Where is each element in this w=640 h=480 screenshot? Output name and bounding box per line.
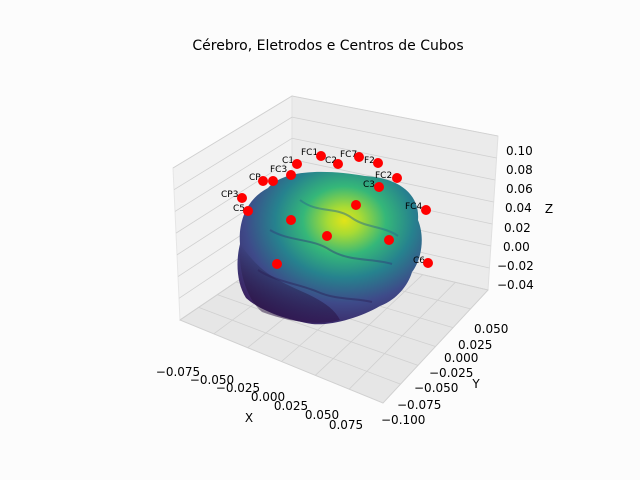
- brain-sulcus: [269, 229, 393, 265]
- cube-center-marker: [272, 259, 282, 269]
- electrode-marker: [292, 159, 302, 169]
- electrode-label: FC1: [301, 148, 318, 158]
- electrode-label: C3: [363, 180, 375, 190]
- brain-surface: [237, 171, 422, 325]
- z-tick-label: −0.04: [497, 278, 534, 292]
- electrode-marker: [243, 206, 253, 216]
- chart-title: Cérebro, Eletrodos e Centros de Cubos: [192, 38, 463, 54]
- y-tick-label: −0.025: [429, 366, 473, 380]
- y-tick-label: −0.100: [381, 413, 425, 427]
- electrode-marker: [374, 182, 384, 192]
- electrode-label: CP3: [221, 190, 238, 200]
- grid-line: [291, 95, 499, 137]
- electrode-marker: [421, 205, 431, 215]
- electrode-marker: [316, 151, 326, 161]
- grid-line: [174, 137, 293, 212]
- z-tick-label: 0.10: [506, 144, 533, 158]
- z-tick-label: 0.04: [505, 201, 532, 215]
- electrode-marker: [392, 173, 402, 183]
- y-tick-label: 0.050: [474, 322, 508, 336]
- electrode-marker: [258, 176, 268, 186]
- grid-line: [291, 137, 496, 181]
- electrode-marker: [268, 176, 278, 186]
- brain-sulcus: [299, 199, 399, 237]
- z-tick-label: 0.08: [506, 163, 533, 177]
- electrode-label: FC3: [270, 165, 287, 175]
- x-axis-label: X: [245, 411, 253, 425]
- grid-line: [175, 159, 293, 234]
- z-axis-label: Z: [545, 202, 553, 216]
- x-tick-labels: −0.075 −0.050 −0.025 0.000 0.025 0.050 0…: [156, 365, 363, 432]
- electrode-label: FC7: [340, 150, 357, 160]
- x-tick-label: −0.075: [156, 365, 200, 379]
- y-axis-label: Y: [471, 377, 480, 391]
- grid-line: [172, 95, 293, 169]
- cube-center-marker: [351, 200, 361, 210]
- x-tick-label: 0.050: [305, 408, 339, 422]
- y-tick-label: 0.025: [458, 338, 492, 352]
- grid-line: [198, 306, 401, 385]
- electrode-label: C5: [233, 204, 245, 214]
- electrode-marker: [423, 258, 433, 268]
- z-tick-label: 0.06: [506, 182, 533, 196]
- cube-center-marker: [322, 231, 332, 241]
- x-tick-label: 0.000: [251, 390, 285, 404]
- electrode-label: C6: [413, 256, 425, 266]
- grid-line: [179, 319, 384, 404]
- z-tick-labels: 0.10 0.08 0.06 0.04 0.02 0.00 −0.02 −0.0…: [497, 144, 534, 292]
- grid-line: [217, 294, 419, 366]
- electrode-label: C2: [325, 156, 337, 166]
- electrode-points: [237, 151, 433, 268]
- electrode-label: FC4: [405, 202, 422, 212]
- brain-sulcus: [257, 269, 373, 303]
- electrode-marker: [354, 152, 364, 162]
- electrode-label: F2: [364, 156, 375, 166]
- y-tick-label: −0.075: [397, 398, 441, 412]
- y-tick-label: 0.000: [444, 351, 478, 365]
- y-tick-label: −0.050: [414, 381, 458, 395]
- electrode-marker: [373, 158, 383, 168]
- brain-shadow: [239, 244, 340, 323]
- x-tick-label: 0.025: [274, 399, 308, 413]
- grid-line: [173, 116, 293, 191]
- electrode-marker: [333, 159, 343, 169]
- cube-center-marker: [384, 235, 394, 245]
- x-tick-label: −0.050: [190, 373, 234, 387]
- electrode-marker: [286, 170, 296, 180]
- y-tick-labels: 0.050 0.025 0.000 −0.025 −0.050 −0.075 −…: [381, 322, 508, 427]
- electrode-labels: C1 FC1 FC7 C2 F2 CP FC3 FC2 C3 CP3 C5 FC…: [221, 148, 425, 266]
- z-tick-label: 0.00: [503, 240, 530, 254]
- electrode-label: FC2: [375, 171, 392, 181]
- grid-line: [291, 116, 497, 159]
- x-tick-label: 0.075: [329, 418, 363, 432]
- x-tick-label: −0.025: [216, 381, 260, 395]
- z-tick-label: 0.02: [504, 221, 531, 235]
- electrode-label: C1: [282, 156, 294, 166]
- cube-center-marker: [286, 215, 296, 225]
- z-tick-label: −0.02: [497, 259, 534, 273]
- electrode-marker: [237, 193, 247, 203]
- electrode-label: CP: [249, 173, 261, 183]
- cube-centers: [272, 200, 394, 269]
